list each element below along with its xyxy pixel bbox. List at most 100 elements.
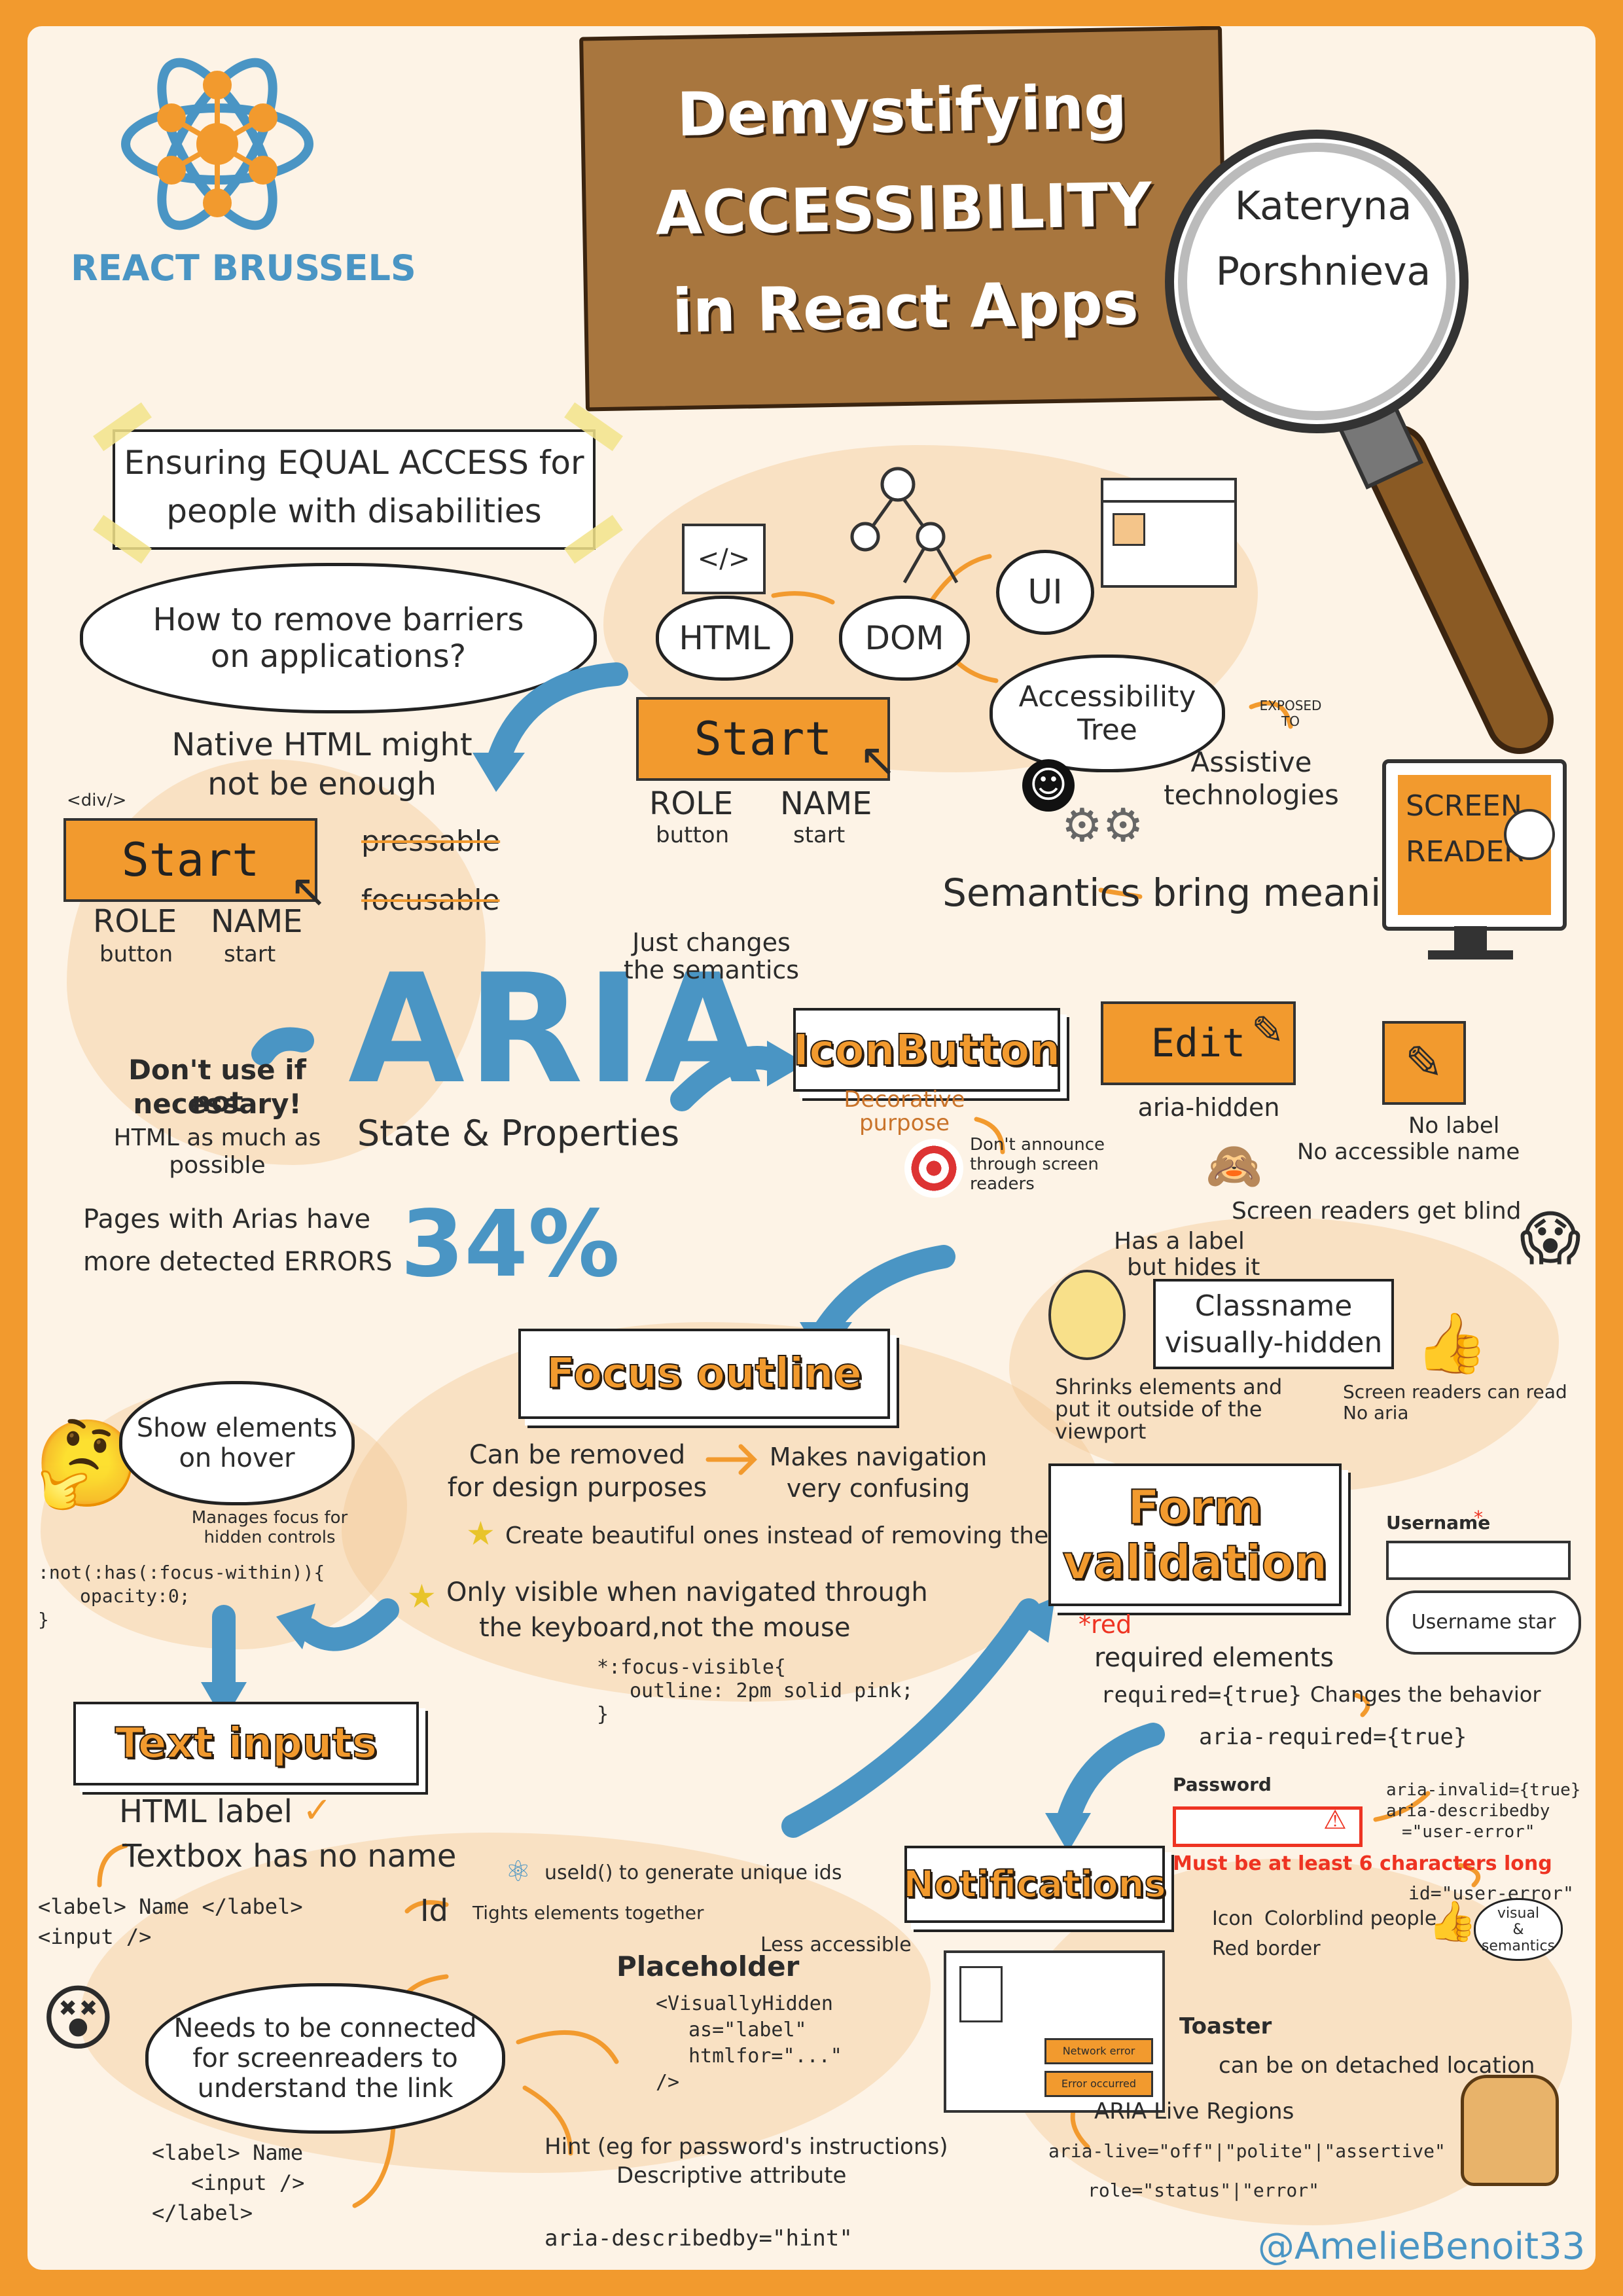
flow-arrows	[97, 554, 1481, 2208]
edit-button[interactable]: Edit	[1101, 1001, 1296, 1085]
describedby-code: aria-describedby="hint"	[544, 2225, 853, 2251]
code-window-icon: </>	[682, 524, 766, 594]
accessibility-tree-line-1: Accessibility	[1018, 680, 1196, 713]
removed-line-2: for design purposes	[447, 1473, 707, 1503]
pressable-label: pressable	[361, 825, 501, 858]
focus-outline-sign: Focus outline	[518, 1329, 890, 1419]
div-start-button[interactable]: Start	[63, 818, 317, 902]
role-label: ROLE	[649, 785, 734, 822]
classname-line-2: visually-hidden	[1164, 1326, 1383, 1359]
has-label-line-1: Has a label	[1114, 1228, 1245, 1255]
confusing-line-2: very confusing	[786, 1474, 971, 1503]
hint-line-2: Descriptive attribute	[616, 2162, 847, 2189]
assistive-line-1: Assistive	[1190, 746, 1312, 778]
accessibility-tree-line-2: Tree	[1077, 713, 1137, 747]
name-value: start	[793, 822, 846, 848]
thumbs-up-icon: 👍	[1428, 1899, 1477, 1945]
toast-error-occurred: Error occurred	[1044, 2071, 1153, 2097]
manages-line-2: hidden controls	[204, 1528, 336, 1547]
hover-cloud-line-2: on hover	[179, 1443, 295, 1473]
equal-access-sign: Ensuring EQUAL ACCESS for people with di…	[113, 429, 596, 550]
semantics-text: Semantics bring meaning	[942, 870, 1429, 915]
just-changes-line-1: Just changes	[632, 928, 791, 957]
removed-line-1: Can be removed	[469, 1440, 686, 1470]
warning-icon: ⚠	[1323, 1805, 1347, 1835]
shrinks-line-1: Shrinks elements and	[1055, 1374, 1283, 1399]
atom-icon	[121, 58, 313, 230]
target-icon	[904, 1139, 963, 1198]
form-validation-sign: Form validation	[1048, 1463, 1342, 1606]
toast-bread-icon	[1461, 2075, 1559, 2186]
form-title-line-2: validation	[1062, 1534, 1329, 1590]
vh-code-line-2: as="label"	[688, 2018, 807, 2041]
hover-cloud-line-1: Show elements	[136, 1413, 338, 1443]
start-button[interactable]: Start	[636, 697, 890, 781]
react-brussels-logo	[119, 46, 315, 242]
can-read-line-1: Screen readers can read	[1343, 1381, 1567, 1403]
visual-semantics-cloud: visual & semantics	[1474, 1898, 1563, 1961]
speaker-first-name: Kateryna	[1234, 183, 1412, 229]
native-heading-line-1: Native HTML might	[171, 726, 473, 763]
role-value: button	[656, 822, 730, 848]
stat-value: 34%	[401, 1191, 620, 1298]
ui-window-thumbnail	[1113, 513, 1145, 546]
ui-window-titlebar	[1103, 500, 1234, 503]
decorative-line-2: purpose	[859, 1110, 950, 1136]
invalid-code-line-2: aria-describedby	[1386, 1801, 1550, 1821]
blind-text: Screen readers get blind	[1232, 1198, 1522, 1225]
required-elements-text: required elements	[1094, 1643, 1334, 1673]
manages-line-1: Manages focus for	[191, 1508, 348, 1528]
dont-announce-line-3: readers	[970, 1174, 1035, 1194]
html-much-line-2: possible	[169, 1152, 266, 1179]
form-title-line-1: Form	[1127, 1479, 1263, 1535]
text-inputs-title: Text inputs	[115, 1719, 378, 1768]
focus-code-line-3: }	[597, 1703, 609, 1726]
hover-code-line-2: opacity:0;	[80, 1585, 190, 1607]
visible-line-1: Only visible when navigated through	[446, 1577, 928, 1607]
can-read-line-2: No aria	[1343, 1402, 1409, 1424]
username-bubble: Username star	[1386, 1590, 1581, 1655]
show-on-hover-cloud: Show elements on hover	[119, 1381, 355, 1505]
red-star-text: *red	[1079, 1610, 1132, 1639]
vh-code-line-1: <VisuallyHidden	[656, 1992, 833, 2015]
speaker-last-name: Porshnieva	[1215, 249, 1431, 295]
accessibility-tree-cloud: Accessibility Tree	[990, 655, 1225, 772]
accessibility-icon: ☺	[1022, 759, 1075, 812]
beautiful-text: Create beautiful ones instead of removin…	[505, 1522, 1072, 1549]
scream-face-icon: 😱	[1520, 1204, 1581, 1273]
icon-label: Icon	[1212, 1907, 1253, 1930]
error-id-code: id="user-error"	[1408, 1882, 1574, 1904]
dont-announce-line-2: through screen	[970, 1155, 1099, 1174]
thumbs-up-icon: 👍	[1415, 1309, 1489, 1378]
logo-text: REACT BRUSSELS	[71, 247, 416, 289]
shrinks-line-2: put it outside of the	[1055, 1397, 1262, 1422]
id-label: Id	[420, 1893, 448, 1928]
equal-access-line-2: people with disabilities	[166, 492, 542, 530]
html-label-text: HTML label	[119, 1793, 293, 1830]
cursor-icon: ↖	[289, 864, 328, 918]
has-label-line-2: but hides it	[1127, 1254, 1260, 1281]
focus-outline-title: Focus outline	[546, 1349, 863, 1399]
question-cloud: How to remove barriers on applications?	[80, 563, 597, 713]
focusable-label: focusable	[361, 884, 500, 917]
no-label-text: No label	[1408, 1113, 1500, 1139]
notifications-title: Notifications	[902, 1863, 1166, 1907]
username-input[interactable]	[1386, 1541, 1571, 1580]
vh-code-line-3: htmlfor="..."	[688, 2045, 842, 2068]
wrap-code-line-2: <input />	[191, 2170, 305, 2195]
iconbutton-sign: IconButton	[793, 1008, 1061, 1092]
username-label: Username	[1386, 1512, 1491, 1534]
required-code: required={true}	[1101, 1682, 1302, 1708]
wrap-code-line-3: </label>	[152, 2200, 253, 2225]
classname-line-1: Classname	[1194, 1289, 1353, 1323]
changes-behavior-text: Changes the behavior	[1310, 1682, 1541, 1707]
checkmark-icon: ✓	[302, 1789, 332, 1831]
focus-code-line-2: outline: 2pm solid pink;	[630, 1679, 914, 1702]
react-icon: ⚛	[505, 1855, 531, 1888]
password-input[interactable]	[1173, 1806, 1363, 1847]
icon-only-button[interactable]: ✎	[1382, 1021, 1466, 1105]
browser-image-placeholder	[959, 1966, 1003, 2022]
no-name-text: Textbox has no name	[122, 1838, 457, 1874]
question-line-2: on applications?	[210, 638, 467, 675]
cursor-icon: ↖	[859, 733, 897, 787]
